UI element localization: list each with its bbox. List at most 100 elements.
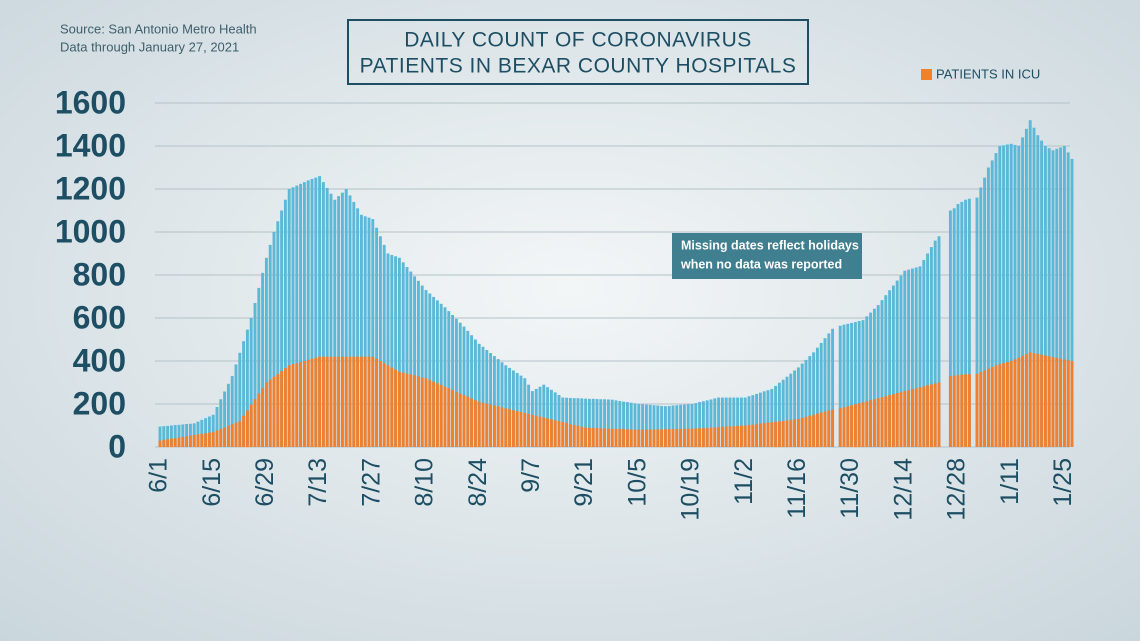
bar [766,422,770,447]
bar [819,412,823,447]
bar [310,178,314,447]
bar [937,382,941,447]
bar [622,401,626,447]
bar [606,399,610,447]
bar [728,397,732,447]
bar [496,406,500,447]
x-tick-label: 1/25 [1049,458,1077,507]
bar [188,435,192,447]
bar [348,356,352,447]
bar [701,428,705,447]
bar [435,383,439,447]
bar [565,397,569,447]
bar [1062,146,1066,447]
bar [831,409,835,447]
bar [1017,146,1021,447]
y-tick-label: 1400 [55,127,126,163]
legend-swatch [921,69,932,80]
bar [200,419,204,447]
bar [629,402,633,447]
bar [606,428,610,447]
bar [584,427,588,447]
bar [576,425,580,447]
bar [451,314,455,447]
bar [321,356,325,447]
bar [283,199,287,447]
annotation: when no data was reported [680,257,842,271]
bar [914,267,918,447]
bar [648,404,652,447]
bar [261,272,265,447]
bar [587,398,591,447]
bar [420,377,424,447]
bar [272,232,276,447]
bar [895,280,899,447]
bar [671,405,675,447]
bar [1036,353,1040,447]
bar [253,399,257,447]
bar [333,356,337,447]
bar [580,398,584,447]
bar [580,426,584,447]
bar [1047,148,1051,447]
bar [819,342,823,447]
bar [998,364,1002,447]
bar [264,382,268,447]
bar [1009,143,1013,447]
bar [291,187,295,447]
bar [777,382,781,447]
bar [530,414,534,447]
bar [774,421,778,447]
bar [660,429,664,447]
bar [401,372,405,447]
bar [929,384,933,447]
bar [1024,128,1028,448]
bar [344,189,348,447]
bar [439,384,443,447]
bar [382,363,386,447]
bar [728,426,732,447]
source-line: Source: San Antonio Metro Health [60,21,257,36]
bar [770,388,774,447]
bar [363,216,367,447]
bar [1040,354,1044,447]
bar [177,424,181,447]
bar [253,302,257,447]
bar [234,422,238,447]
bar [724,397,728,447]
bar [641,404,645,447]
bar [739,397,743,447]
bar [181,436,185,447]
x-tick-label: 10/5 [623,458,651,507]
bar [515,411,519,447]
bar [800,417,804,447]
bar [1043,146,1047,447]
bar [352,356,356,447]
bar [447,388,451,447]
bar [686,428,690,447]
bar [838,408,842,447]
bar [796,367,800,447]
bar [310,358,314,447]
bar [675,405,679,447]
bar [986,368,990,447]
bar [983,177,987,448]
bar [804,416,808,447]
bar [751,424,755,447]
bar [831,328,835,447]
bar [424,378,428,447]
bar [967,374,971,447]
bar [823,338,827,447]
bar [443,307,447,447]
bar [937,236,941,447]
bar [876,398,880,447]
bar [245,329,249,447]
bar [416,280,420,447]
x-tick-label: 8/10 [411,458,439,507]
bar [280,210,284,447]
bar [663,429,667,447]
y-tick-label: 800 [73,256,126,292]
bar [538,416,542,447]
bar [390,367,394,447]
bar [964,199,968,447]
